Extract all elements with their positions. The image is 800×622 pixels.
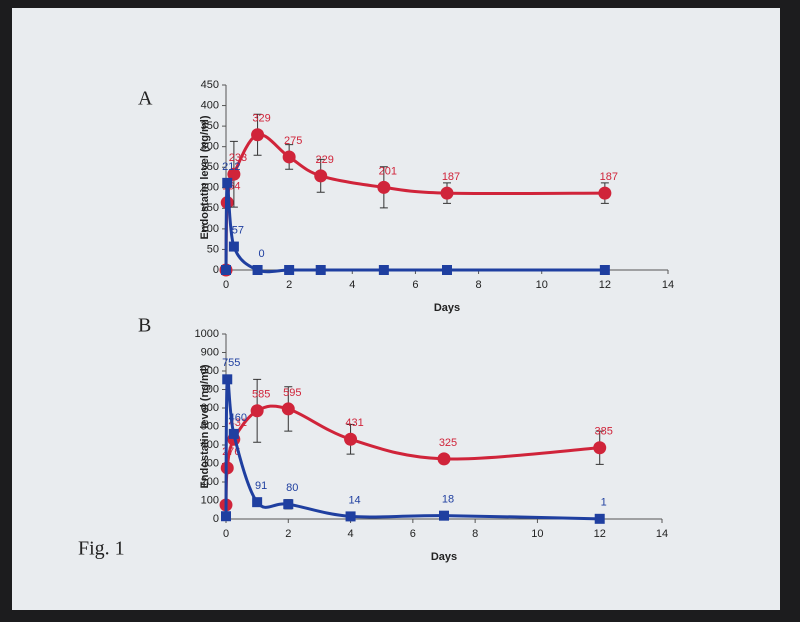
y-tick-label: 0 bbox=[213, 513, 219, 525]
y-tick-label: 1000 bbox=[195, 328, 219, 340]
data-point bbox=[344, 432, 358, 446]
data-point bbox=[282, 150, 296, 164]
data-point bbox=[315, 265, 326, 275]
panel-label: B bbox=[138, 315, 151, 337]
x-tick-label: 6 bbox=[412, 279, 418, 291]
y-tick-label: 700 bbox=[201, 383, 219, 395]
data-label: 0 bbox=[259, 248, 265, 260]
data-label: 18 bbox=[442, 494, 454, 506]
y-tick-label: 500 bbox=[201, 420, 219, 432]
data-label: 80 bbox=[286, 482, 298, 494]
y-tick-label: 100 bbox=[201, 494, 219, 506]
data-point bbox=[442, 265, 452, 275]
y-tick-label: 200 bbox=[201, 476, 219, 488]
data-point bbox=[227, 167, 241, 181]
panel-label: A bbox=[138, 88, 153, 110]
x-tick-label: 14 bbox=[662, 279, 674, 291]
x-tick-label: 12 bbox=[599, 279, 611, 291]
y-axis-title: Endostatin level (ng/ml) bbox=[199, 115, 211, 239]
y-tick-label: 800 bbox=[201, 365, 219, 377]
data-point bbox=[221, 511, 231, 522]
data-label: 755 bbox=[222, 357, 240, 369]
x-tick-label: 8 bbox=[472, 528, 478, 540]
y-tick-label: 400 bbox=[201, 439, 219, 451]
y-tick-label: 200 bbox=[201, 182, 219, 194]
y-tick-label: 900 bbox=[201, 346, 219, 358]
data-point bbox=[314, 169, 328, 183]
data-label: 275 bbox=[284, 135, 302, 147]
data-label: 14 bbox=[348, 494, 360, 506]
data-point bbox=[221, 265, 231, 275]
x-tick-label: 8 bbox=[476, 279, 482, 291]
data-label: 585 bbox=[252, 389, 270, 401]
data-label: 595 bbox=[283, 387, 301, 399]
data-point bbox=[439, 510, 449, 521]
x-tick-label: 0 bbox=[223, 528, 229, 540]
data-point bbox=[440, 186, 454, 200]
data-point bbox=[598, 186, 612, 200]
y-tick-label: 450 bbox=[201, 79, 219, 91]
x-tick-label: 4 bbox=[349, 279, 355, 291]
x-axis-title: Days bbox=[434, 302, 460, 314]
x-tick-label: 14 bbox=[656, 528, 668, 540]
y-tick-label: 0 bbox=[213, 264, 219, 276]
data-point bbox=[228, 241, 239, 252]
x-tick-label: 6 bbox=[410, 528, 416, 540]
data-point bbox=[222, 177, 233, 188]
paper bbox=[12, 8, 780, 610]
data-label: 91 bbox=[255, 480, 267, 492]
data-label: 431 bbox=[345, 417, 363, 429]
x-tick-label: 10 bbox=[536, 279, 548, 291]
data-label: 460 bbox=[229, 412, 247, 424]
data-label: 325 bbox=[439, 437, 457, 449]
figure-label: Fig. 1 bbox=[78, 538, 125, 560]
data-point bbox=[252, 265, 263, 275]
data-point bbox=[437, 452, 451, 466]
x-axis-title: Days bbox=[431, 551, 457, 563]
y-tick-label: 150 bbox=[201, 202, 219, 214]
y-tick-label: 300 bbox=[201, 141, 219, 153]
y-tick-label: 100 bbox=[201, 223, 219, 235]
data-label: 229 bbox=[316, 154, 334, 166]
y-tick-label: 300 bbox=[201, 457, 219, 469]
data-point bbox=[284, 265, 295, 275]
data-point bbox=[250, 404, 264, 418]
data-point bbox=[377, 180, 391, 194]
data-point bbox=[283, 499, 294, 510]
data-point bbox=[281, 402, 295, 416]
x-tick-label: 0 bbox=[223, 279, 229, 291]
y-tick-label: 350 bbox=[201, 120, 219, 132]
data-label: 187 bbox=[442, 171, 460, 183]
data-label: 233 bbox=[229, 152, 247, 164]
x-tick-label: 12 bbox=[594, 528, 606, 540]
y-tick-label: 400 bbox=[201, 99, 219, 111]
x-tick-label: 10 bbox=[531, 528, 543, 540]
data-point bbox=[593, 441, 607, 455]
data-label: 187 bbox=[600, 171, 618, 183]
x-tick-label: 2 bbox=[286, 279, 292, 291]
data-point bbox=[599, 265, 610, 275]
data-point bbox=[345, 511, 356, 522]
data-label: 329 bbox=[252, 113, 270, 125]
data-label: 57 bbox=[232, 224, 244, 236]
data-point bbox=[251, 128, 265, 142]
data-point bbox=[378, 265, 389, 275]
y-axis-title: Endostatin level (ng/ml) bbox=[199, 364, 211, 488]
y-tick-label: 50 bbox=[207, 243, 219, 255]
data-point bbox=[222, 374, 233, 385]
y-tick-label: 250 bbox=[201, 161, 219, 173]
data-label: 385 bbox=[595, 426, 613, 438]
data-label: 201 bbox=[379, 165, 397, 177]
data-point bbox=[594, 513, 605, 524]
y-tick-label: 600 bbox=[201, 402, 219, 414]
x-tick-label: 2 bbox=[285, 528, 291, 540]
data-label: 1 bbox=[601, 497, 607, 509]
data-label: 212 bbox=[222, 161, 240, 173]
data-point bbox=[228, 428, 239, 439]
x-tick-label: 4 bbox=[348, 528, 354, 540]
data-point bbox=[252, 497, 263, 508]
